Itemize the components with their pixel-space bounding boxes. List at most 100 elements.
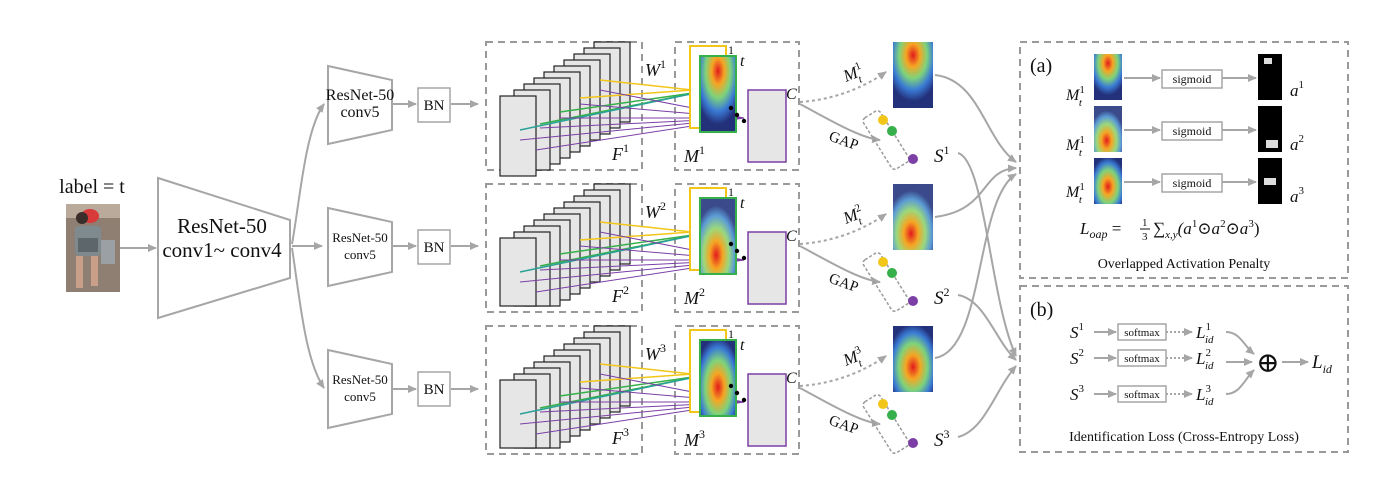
conv5-label-line2: conv5 xyxy=(344,389,376,404)
m-label: M1 xyxy=(683,143,705,166)
panel-b-border xyxy=(1019,285,1349,453)
panel-b-row3-s: S3 xyxy=(1070,383,1085,404)
panel-a-row1-a: a1 xyxy=(1290,79,1304,100)
panel-b-row3-softmax: softmax xyxy=(1124,389,1160,401)
backbone-line2: conv1~ conv4 xyxy=(162,238,282,262)
panel-b-row2-softmax: softmax xyxy=(1124,353,1160,365)
panel-a-row2-a: a2 xyxy=(1290,133,1304,154)
branch-2: ResNet-50 conv5 BN F2 xyxy=(327,183,950,313)
map-index-label: 1 xyxy=(728,327,734,341)
map-t-label: t xyxy=(740,337,745,354)
arrow-backbone-b3 xyxy=(291,247,325,389)
conv5-label-line2: conv5 xyxy=(344,247,376,262)
panel-b-merge-1 xyxy=(1225,331,1255,355)
mt-label: M3t xyxy=(839,344,868,375)
map-index-label: 1 xyxy=(728,185,734,199)
heatmap-output xyxy=(893,184,933,250)
panel-a-row3-a: a3 xyxy=(1290,185,1305,206)
map-t-label: t xyxy=(740,195,745,212)
svg-text:1: 1 xyxy=(1142,217,1148,229)
s-label: S2 xyxy=(934,285,950,309)
panel-a-row1-m: M1 t xyxy=(1065,84,1085,109)
panel-a-row2-heatmap xyxy=(1094,106,1122,152)
feature-region-box xyxy=(485,41,643,171)
bn-box xyxy=(417,87,451,123)
heatmap-output xyxy=(893,326,933,392)
panel-b-identification-loss: (b) S1 softmax L1 id S2 softmax L2 id S3 s… xyxy=(1019,285,1349,453)
bn-box xyxy=(417,229,451,265)
bn-label: BN xyxy=(424,98,445,114)
c-label: C xyxy=(786,228,797,245)
class-activation-maps xyxy=(689,187,787,305)
f-label: F2 xyxy=(611,283,629,306)
panel-b-tag: (b) xyxy=(1030,299,1053,321)
panel-b-caption: Identification Loss (Cross-Entropy Loss) xyxy=(1069,430,1299,445)
m-region-box xyxy=(674,325,800,455)
panel-b-row1-softmax: softmax xyxy=(1124,327,1160,339)
panel-a-formula: Loap = 1 3 ∑x,y(a1⊙a2⊙a3) xyxy=(1079,217,1259,243)
score-vector xyxy=(862,110,918,170)
conv5-label-line1: ResNet-50 xyxy=(332,230,388,245)
converging-connectors xyxy=(934,74,1017,438)
panel-a-row3-m: M1 t xyxy=(1065,181,1085,206)
backbone-line1: ResNet-50 xyxy=(177,214,267,238)
panel-a-row1-mask-spot xyxy=(1264,58,1272,64)
w-label: W3 xyxy=(645,341,666,364)
panel-a-row3-heatmap xyxy=(1094,158,1122,204)
arrow-backbone-b1 xyxy=(291,103,325,245)
f-label: F1 xyxy=(611,141,629,164)
f-label: F3 xyxy=(611,425,629,448)
panel-b-oplus: ⊕ xyxy=(1256,348,1279,379)
conv5-trapezoid xyxy=(327,348,393,430)
panel-b-row3-l: L3 id xyxy=(1195,383,1214,408)
panel-b-row2-l: L2 id xyxy=(1195,347,1214,372)
bn-label: BN xyxy=(424,240,445,256)
map-index-label: 1 xyxy=(728,43,734,57)
heatmap-output xyxy=(893,42,933,108)
m-label: M2 xyxy=(683,285,705,308)
class-activation-maps xyxy=(689,329,787,447)
input-label: label = t xyxy=(59,176,125,198)
svg-text:Loap =: Loap = xyxy=(1079,219,1121,241)
s-label: S1 xyxy=(934,143,950,167)
panel-a-row3-sigmoid: sigmoid xyxy=(1173,176,1212,190)
m-label: M3 xyxy=(683,427,705,450)
panel-a-tag: (a) xyxy=(1030,55,1052,77)
w-label: W1 xyxy=(645,57,666,80)
panel-a-caption: Overlapped Activation Penalty xyxy=(1098,257,1271,272)
panel-a-overlapped-activation-penalty: (a) M1 t sigmoid a1 M1 t sigmoid a2 M1 t si… xyxy=(1019,41,1349,279)
panel-a-row2-m: M1 t xyxy=(1065,134,1085,159)
svg-text:∑x,y(a1⊙a2⊙a3): ∑x,y(a1⊙a2⊙a3) xyxy=(1153,218,1259,241)
conv5-trapezoid xyxy=(327,64,393,146)
w-label: W2 xyxy=(645,199,666,222)
class-activation-maps xyxy=(689,45,787,163)
panel-b-row1-l: L1 id xyxy=(1195,321,1214,346)
panel-b-output: Lid xyxy=(1311,352,1333,376)
conv5-trapezoid xyxy=(327,206,393,288)
feature-map-stack xyxy=(499,325,631,449)
backbone-trapezoid xyxy=(157,176,291,320)
score-vector xyxy=(862,252,918,312)
s-label: S3 xyxy=(934,427,950,451)
feature-map-stack xyxy=(499,41,631,177)
mt-label: M2t xyxy=(839,202,868,233)
conv5-label-line1: ResNet-50 xyxy=(326,87,394,104)
panel-b-row1-s: S1 xyxy=(1070,321,1084,342)
panel-a-row1-heatmap xyxy=(1094,54,1122,100)
m-region-box xyxy=(674,41,800,171)
conv5-label-line2: conv5 xyxy=(340,104,379,121)
score-vector xyxy=(862,394,918,454)
conv5-label-line1: ResNet-50 xyxy=(332,372,388,387)
feature-map-stack xyxy=(499,183,631,307)
feature-region-box xyxy=(485,183,643,313)
c-label: C xyxy=(786,370,797,387)
feature-region-box xyxy=(485,325,643,455)
panel-a-row1-sigmoid: sigmoid xyxy=(1173,72,1212,86)
panel-b-row2-s: S2 xyxy=(1070,347,1084,368)
panel-b-merge-3 xyxy=(1225,369,1255,395)
bn-box xyxy=(417,371,451,407)
map-t-label: t xyxy=(740,53,745,70)
input-person-image xyxy=(66,204,120,292)
w-connection-lines xyxy=(519,363,745,435)
panel-a-row2-mask-spot xyxy=(1266,140,1278,148)
